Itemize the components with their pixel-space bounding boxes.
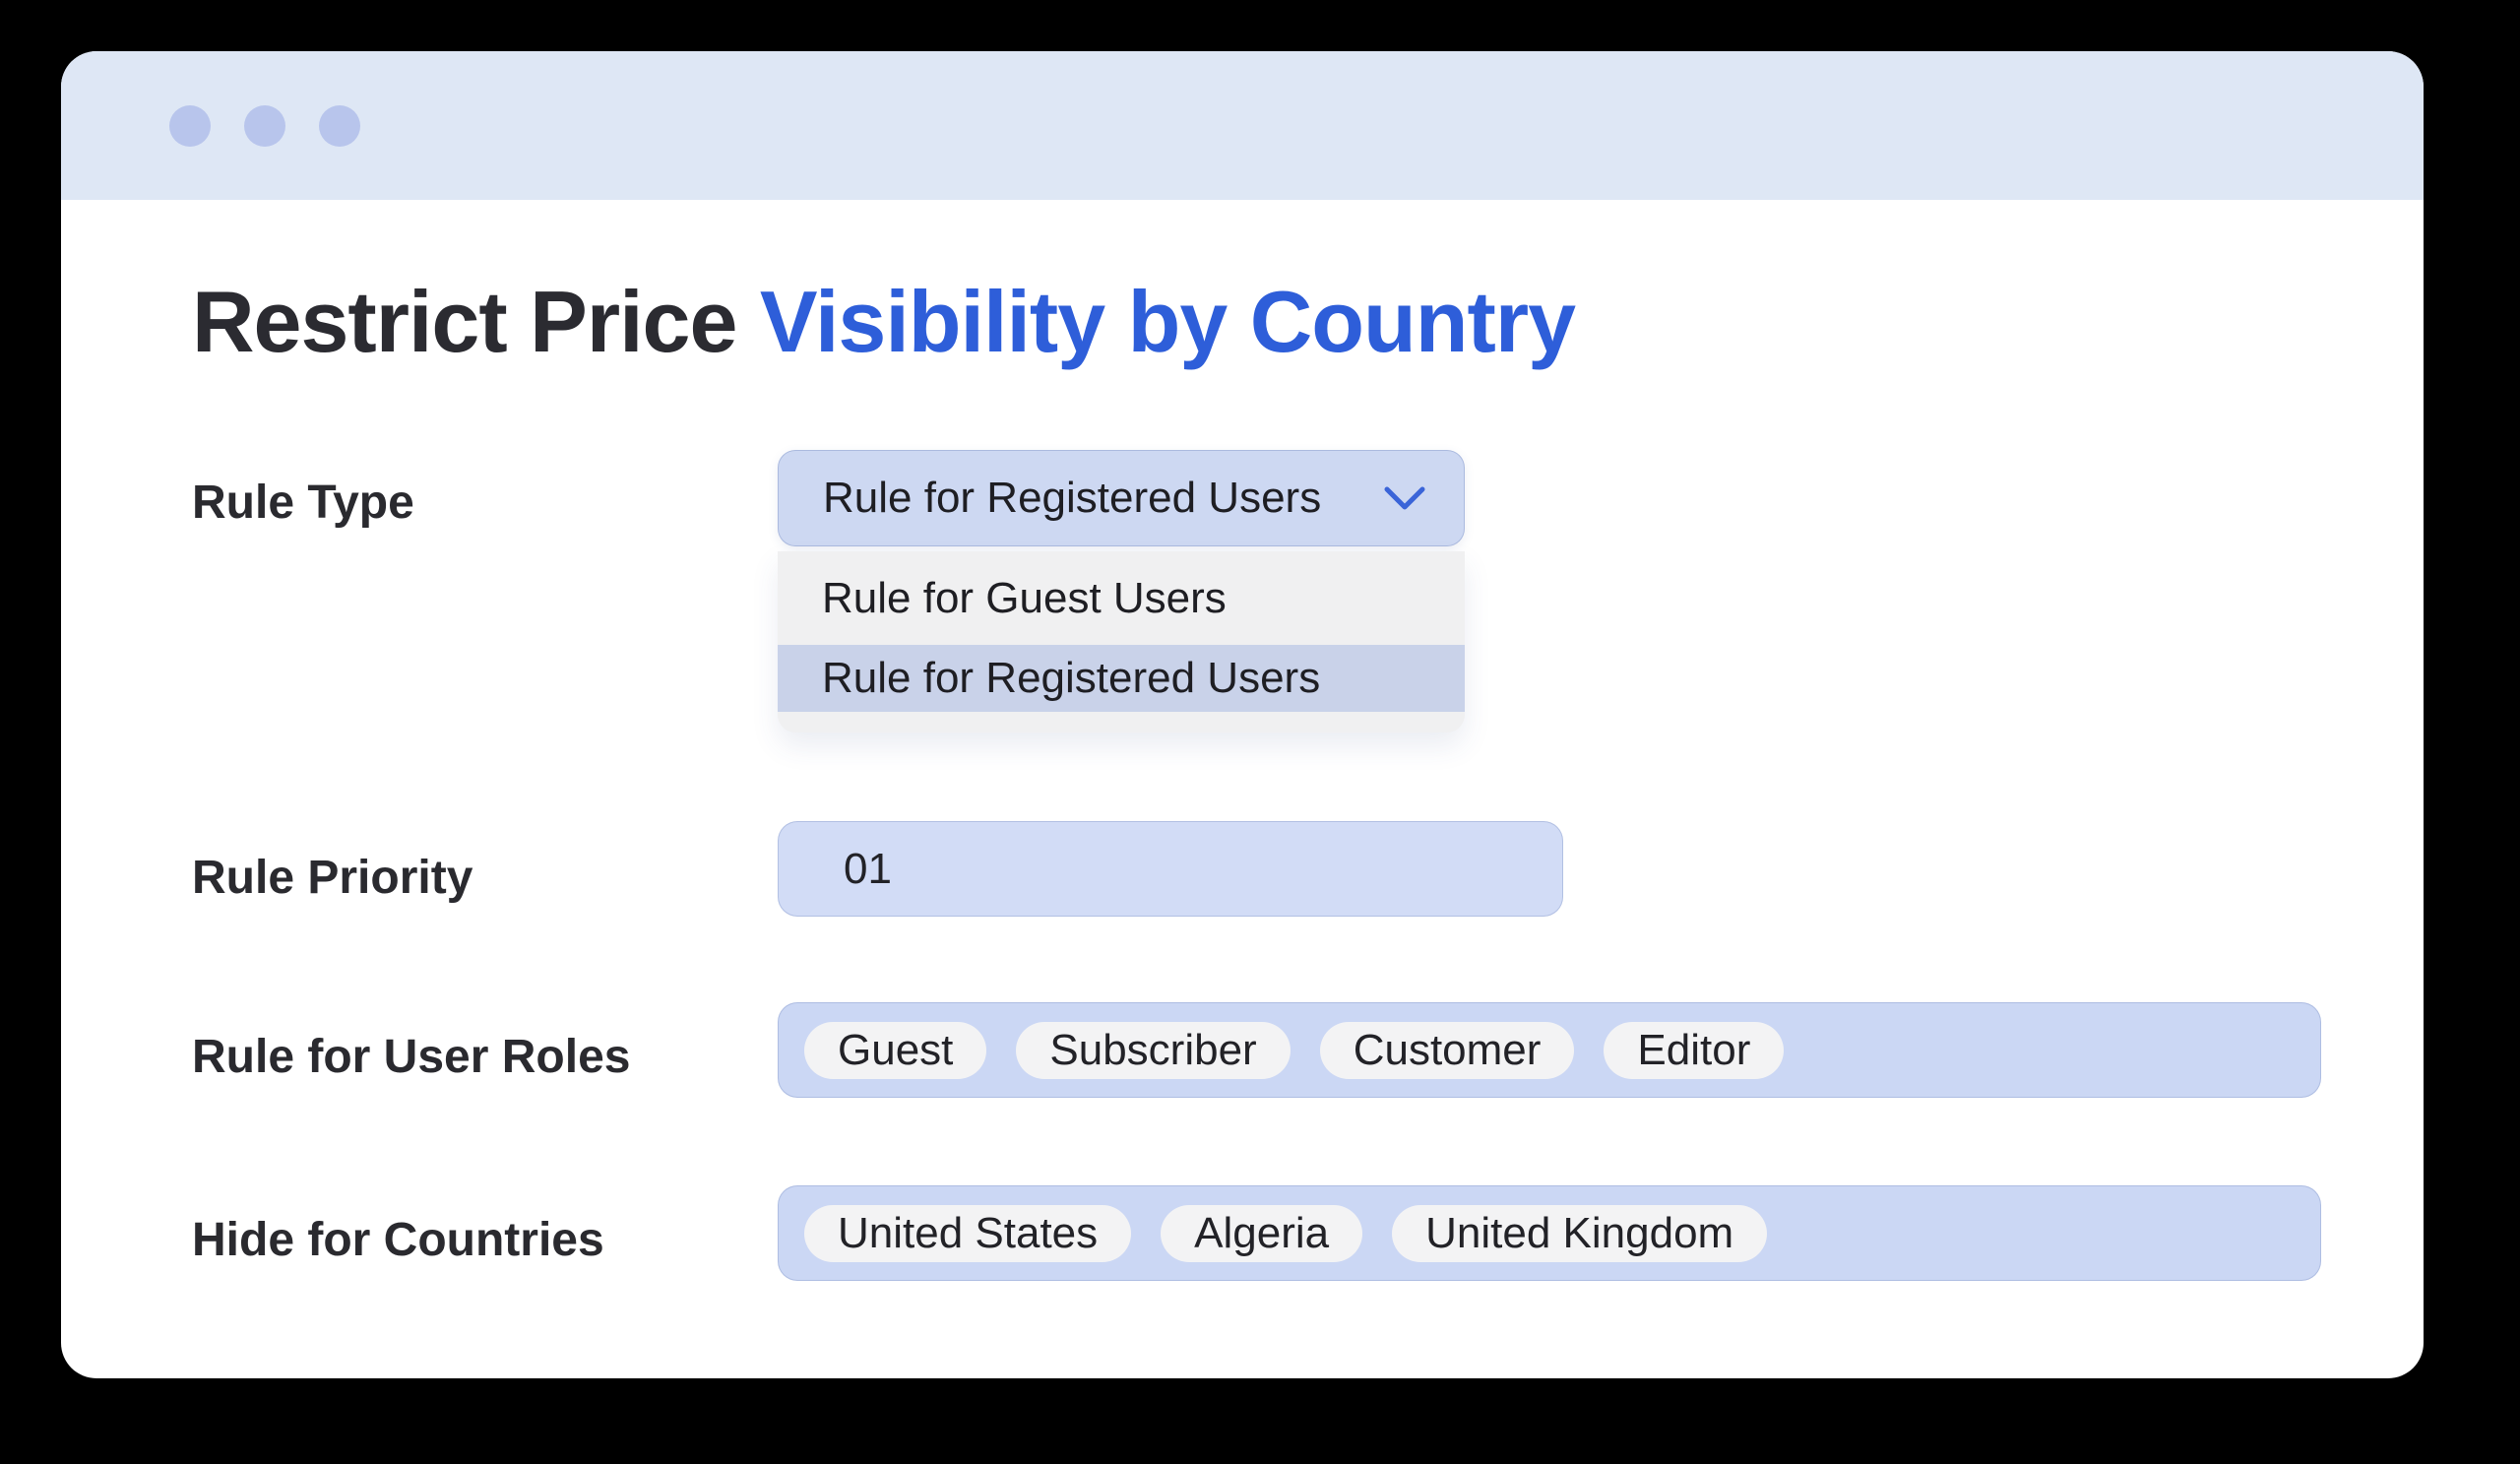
countries-label: Hide for Countries	[192, 1214, 604, 1267]
window-titlebar	[61, 51, 2424, 200]
page-title-accent: Visibility by Country	[736, 273, 1576, 370]
page-title: Restrict Price Visibility by Country	[192, 276, 2325, 367]
rule-type-option[interactable]: Rule for Guest Users	[822, 573, 1227, 622]
countries-row: Hide for Countries United States Algeria U…	[192, 1185, 2325, 1282]
user-role-tag[interactable]: Guest	[804, 1021, 987, 1079]
rule-type-row: Rule Type Rule for Registered Users Rule…	[192, 450, 2325, 733]
country-tag[interactable]: United States	[804, 1204, 1132, 1262]
rule-priority-label: Rule Priority	[192, 852, 473, 905]
user-roles-tagbox[interactable]: Guest Subscriber Customer Editor	[778, 1002, 2321, 1099]
user-role-tag[interactable]: Editor	[1604, 1021, 1785, 1079]
user-roles-row: Rule for User Roles Guest Subscriber Custo…	[192, 1002, 2325, 1099]
rule-type-select-wrap: Rule for Registered Users Rule for Guest…	[778, 450, 1465, 733]
user-roles-label: Rule for User Roles	[192, 1031, 631, 1084]
app-window: Restrict Price Visibility by Country Rul…	[61, 51, 2424, 1378]
country-tag[interactable]: Algeria	[1161, 1204, 1363, 1262]
page-title-dark: Restrict Price	[192, 273, 737, 370]
rule-priority-row: Rule Priority 01	[192, 821, 2325, 918]
page-content: Restrict Price Visibility by Country Rul…	[61, 276, 2424, 1282]
rule-type-label: Rule Type	[192, 477, 414, 530]
rule-type-option[interactable]: Rule for Registered Users	[778, 645, 1465, 713]
window-dot[interactable]	[319, 104, 360, 147]
rule-priority-input[interactable]: 01	[778, 821, 1563, 918]
rule-type-selected-value: Rule for Registered Users	[823, 474, 1322, 523]
rule-type-select[interactable]: Rule for Registered Users	[778, 450, 1465, 547]
country-tag[interactable]: United Kingdom	[1392, 1204, 1768, 1262]
window-dot[interactable]	[169, 104, 211, 147]
user-role-tag[interactable]: Subscriber	[1016, 1021, 1291, 1079]
window-dot[interactable]	[244, 104, 285, 147]
rule-type-dropdown-panel: Rule for Guest Users Rule for Registered …	[778, 551, 1465, 733]
rule-priority-value: 01	[844, 844, 892, 893]
countries-tagbox[interactable]: United States Algeria United Kingdom	[778, 1185, 2321, 1282]
chevron-down-icon	[1384, 486, 1425, 510]
user-role-tag[interactable]: Customer	[1319, 1021, 1575, 1079]
